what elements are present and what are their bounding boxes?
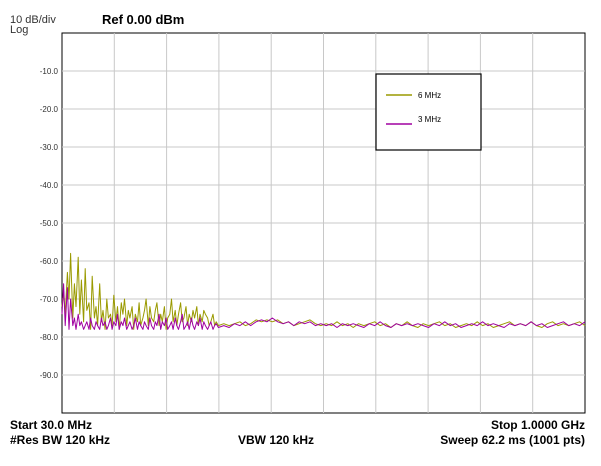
trace-6-mhz — [61, 252, 586, 330]
resolution-bandwidth: #Res BW 120 kHz — [10, 433, 111, 447]
y-tick-label: -70.0 — [40, 295, 59, 304]
scale-mode: Log — [10, 24, 29, 36]
legend-label-3mhz: 3 MHz — [418, 115, 441, 124]
y-tick-label: -30.0 — [40, 143, 59, 152]
y-tick-labels: -10.0 -20.0 -30.0 -40.0 -50.0 -60.0 -70.0 -80.0… — [40, 67, 59, 380]
video-bandwidth: VBW 120 kHz — [238, 433, 315, 447]
trace-3-mhz — [61, 283, 586, 330]
legend-label-6mhz: 6 MHz — [418, 91, 441, 100]
y-tick-label: -10.0 — [40, 67, 59, 76]
grid — [62, 33, 585, 413]
legend: 6 MHz 3 MHz — [375, 73, 482, 151]
y-tick-label: -40.0 — [40, 181, 59, 190]
reference-level: Ref 0.00 dBm — [102, 12, 185, 27]
y-tick-label: -50.0 — [40, 219, 59, 228]
y-tick-label: -90.0 — [40, 371, 59, 380]
sweep-time: Sweep 62.2 ms (1001 pts) — [440, 433, 585, 447]
scale-per-division: 10 dB/div — [10, 14, 56, 26]
legend-box — [375, 73, 482, 151]
start-frequency: Start 30.0 MHz — [10, 418, 93, 432]
y-tick-label: -60.0 — [40, 257, 59, 266]
y-tick-label: -80.0 — [40, 333, 59, 342]
traces — [61, 252, 586, 330]
y-tick-label: -20.0 — [40, 105, 59, 114]
stop-frequency: Stop 1.0000 GHz — [490, 418, 585, 432]
